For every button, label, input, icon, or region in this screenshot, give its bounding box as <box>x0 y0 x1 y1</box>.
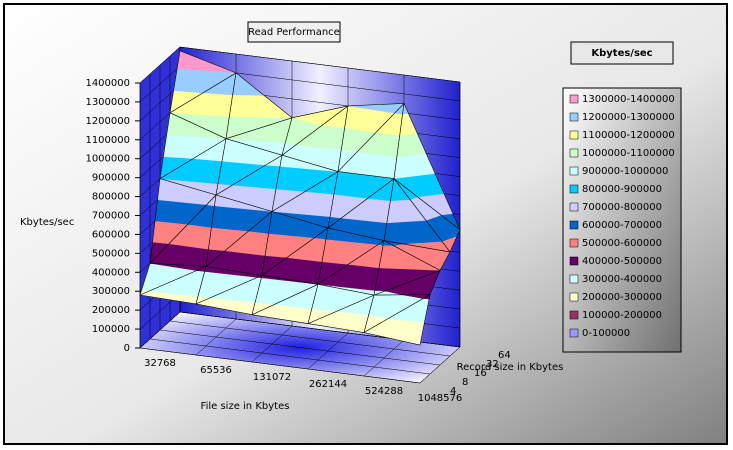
y-tick-label: 300000 <box>92 286 130 297</box>
surface-edge <box>317 227 385 285</box>
legend-label: 1100000-1200000 <box>582 130 675 141</box>
surface-edge <box>393 102 461 230</box>
legend-swatch <box>569 256 579 266</box>
x-tick-label: 32768 <box>144 358 176 369</box>
legend-swatch <box>569 220 579 230</box>
surface-edge <box>215 138 283 196</box>
y-tick-label: 1100000 <box>85 135 130 146</box>
legend-swatch <box>569 166 579 176</box>
x-tick-label: 524288 <box>365 386 403 397</box>
legend-swatch <box>569 94 579 104</box>
surface-edge <box>383 177 451 253</box>
surface-edge <box>271 154 339 213</box>
plot-area: 0 100000 200000 300000 400000 500000 600000 700… <box>85 46 511 404</box>
y-tick-label: 1200000 <box>85 116 130 127</box>
y-axis-label: Kbytes/sec <box>20 217 74 228</box>
z-tick-label: 4 <box>450 386 456 397</box>
surface-edge <box>159 112 227 180</box>
surface-edge <box>139 262 207 296</box>
legend-swatch <box>569 184 579 194</box>
surface-edge <box>327 171 395 229</box>
surface-edge <box>195 266 264 305</box>
z-axis-label: Record size in Kbytes <box>457 362 564 373</box>
legend-label: 500000-600000 <box>582 238 662 249</box>
legend-label: 300000-400000 <box>582 274 662 285</box>
y-tick-label: 200000 <box>92 305 130 316</box>
legend-swatch <box>569 328 579 338</box>
x-tick-label: 131072 <box>253 372 291 383</box>
legend-title: Kbytes/sec <box>591 48 652 59</box>
surface-edge <box>373 240 441 296</box>
legend-label: 900000-1000000 <box>582 166 668 177</box>
legend-label: 1200000-1300000 <box>582 112 675 123</box>
x-tick-label: 262144 <box>309 379 347 390</box>
legend-label: 1300000-1400000 <box>582 94 675 105</box>
y-tick-label: 800000 <box>92 192 130 203</box>
surface-edge <box>337 103 405 173</box>
y-tick-label: 900000 <box>92 173 130 184</box>
title-box <box>247 21 341 43</box>
z-tick-label: 64 <box>498 350 511 361</box>
surface-edge <box>149 178 217 265</box>
surface-edge <box>363 294 432 334</box>
legend-label: 1000000-1100000 <box>582 148 675 159</box>
surface-edge <box>169 50 237 114</box>
legend-label: 700000-800000 <box>582 202 662 213</box>
z-tick-label: 16 <box>474 368 487 379</box>
y-tick-label: 400000 <box>92 267 130 278</box>
y-tick-label: 0 <box>124 343 130 354</box>
chart-title: Read Performance <box>248 27 340 38</box>
legend-label: 200000-300000 <box>582 292 662 303</box>
y-tick-label: 100000 <box>92 324 130 335</box>
x-tick-label: 1048576 <box>418 393 463 404</box>
legend-label: 800000-900000 <box>582 184 662 195</box>
legend-label: 100000-200000 <box>582 310 662 321</box>
y-tick-label: 1400000 <box>85 78 130 89</box>
legend-swatch <box>569 292 579 302</box>
legend-swatch <box>569 148 579 158</box>
legend-swatch <box>569 112 579 122</box>
grid-line <box>139 46 461 84</box>
surface-edge <box>261 211 329 277</box>
z-tick-label: 32 <box>486 359 499 370</box>
legend-swatch <box>569 274 579 284</box>
y-tick-label: 500000 <box>92 248 130 259</box>
legend-swatch <box>569 130 579 140</box>
x-axis-label: File size in Kbytes <box>201 401 290 412</box>
y-tick-label: 700000 <box>92 211 130 222</box>
legend-swatch <box>569 238 579 248</box>
legend-box <box>562 87 682 353</box>
legend-swatch <box>569 202 579 212</box>
y-tick-label: 600000 <box>92 229 130 240</box>
surface-edge <box>307 283 376 325</box>
legend-swatch <box>569 310 579 320</box>
legend-title-box <box>570 41 674 65</box>
legend: 1300000-1400000 1200000-1300000 1100000-12… <box>569 94 675 339</box>
surface-edge <box>251 275 320 316</box>
legend-label: 0-100000 <box>582 328 630 339</box>
surface-edge <box>205 194 273 268</box>
legend-label: 400000-500000 <box>582 256 662 267</box>
grid-line <box>139 311 461 349</box>
x-tick-label: 65536 <box>200 365 232 376</box>
surface-edge <box>281 105 349 156</box>
legend-label: 600000-700000 <box>582 220 662 231</box>
surface-edge <box>225 72 293 140</box>
y-tick-label: 1000000 <box>85 154 130 165</box>
y-tick-label: 1300000 <box>85 97 130 108</box>
z-tick-label: 8 <box>462 377 468 388</box>
